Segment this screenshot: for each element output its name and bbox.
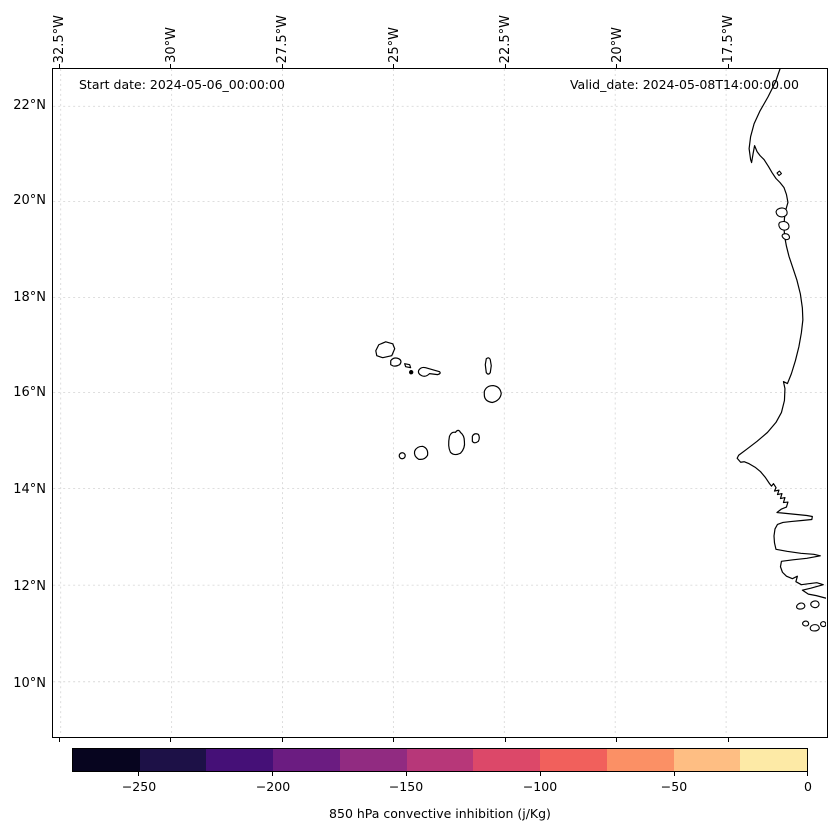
colorbar-segment: [406, 749, 474, 771]
lon-tick-label: 17.5°W: [720, 14, 736, 63]
colorbar-tick: [138, 772, 140, 776]
bottom-tick: [282, 738, 284, 742]
colorbar-segment: [606, 749, 674, 771]
colorbar-segment: [673, 749, 741, 771]
lat-tick-label: 10°N: [13, 676, 46, 691]
colorbar-segment: [206, 749, 274, 771]
colorbar-tick-label: 0: [804, 779, 812, 794]
lat-tick-label: 12°N: [13, 579, 46, 594]
island-boa-vista: [483, 384, 502, 404]
top-tick: [505, 64, 507, 68]
island-branco: [409, 370, 414, 375]
graticule-grid: [53, 69, 826, 736]
bottom-tick: [616, 738, 618, 742]
island-brava: [398, 452, 406, 460]
lon-tick-label: 30°W: [163, 27, 179, 63]
cape-verde-islands: [375, 341, 502, 460]
top-tick: [393, 64, 395, 68]
colorbar-segment: [540, 749, 607, 771]
island-sao-vicente: [390, 357, 402, 367]
colorbar-tick-label: −50: [660, 779, 688, 794]
island-sao-nicolau: [417, 366, 441, 377]
top-tick: [728, 64, 730, 68]
top-tick: [170, 64, 172, 68]
lon-tick-label: 32.5°W: [51, 14, 67, 63]
island-santo-antao: [375, 341, 396, 359]
island-sal: [484, 357, 492, 375]
lon-tick-label: 25°W: [386, 27, 402, 63]
coastline-africa: [736, 69, 826, 599]
lon-tick-label: 27.5°W: [274, 14, 290, 63]
island-santa-luzia: [404, 363, 412, 369]
bottom-tick: [728, 738, 730, 742]
top-tick: [616, 64, 618, 68]
top-tick: [282, 64, 284, 68]
bottom-tick: [59, 738, 61, 742]
map-plot: Start date: 2024-05-06_00:00:00 Valid_da…: [52, 68, 828, 738]
annotation-valid-date: Valid_date: 2024-05-08T14:00:00.00: [569, 77, 799, 92]
island-maio: [471, 433, 480, 444]
bottom-tick: [505, 738, 507, 742]
colorbar-tick: [272, 772, 274, 776]
lat-tick-label: 14°N: [13, 482, 46, 497]
map-svg: [53, 69, 826, 736]
lat-tick-label: 20°N: [13, 193, 46, 208]
colorbar-segment: [740, 749, 808, 771]
bottom-tick: [170, 738, 172, 742]
colorbar-tick-label: −100: [522, 779, 558, 794]
colorbar-label: 850 hPa convective inhibition (j/Kg): [329, 806, 551, 821]
colorbar-tick: [406, 772, 408, 776]
colorbar-tick: [540, 772, 542, 776]
bottom-tick: [393, 738, 395, 742]
annotation-start-date: Start date: 2024-05-06_00:00:00: [79, 77, 285, 92]
colorbar-tick-label: −200: [255, 779, 291, 794]
lon-tick-label: 22.5°W: [497, 14, 513, 63]
top-tick: [59, 64, 61, 68]
colorbar-segment: [139, 749, 207, 771]
lat-tick-label: 18°N: [13, 290, 46, 305]
colorbar-tick: [807, 772, 809, 776]
island-santiago: [448, 429, 466, 456]
lat-tick-label: 22°N: [13, 98, 46, 113]
colorbar-segment: [473, 749, 541, 771]
colorbar-segments: [73, 749, 808, 771]
island-fogo: [413, 445, 429, 460]
bijagos-islands: [796, 600, 826, 632]
colorbar-tick: [674, 772, 676, 776]
lon-tick-label: 20°W: [609, 27, 625, 63]
lat-tick-label: 16°N: [13, 385, 46, 400]
colorbar-segment: [73, 749, 140, 771]
arguin-islets: [775, 170, 791, 241]
colorbar-tick-label: −250: [121, 779, 157, 794]
colorbar-tick-label: −150: [388, 779, 424, 794]
colorbar-segment: [339, 749, 407, 771]
colorbar-segment: [273, 749, 340, 771]
colorbar: [72, 748, 808, 772]
